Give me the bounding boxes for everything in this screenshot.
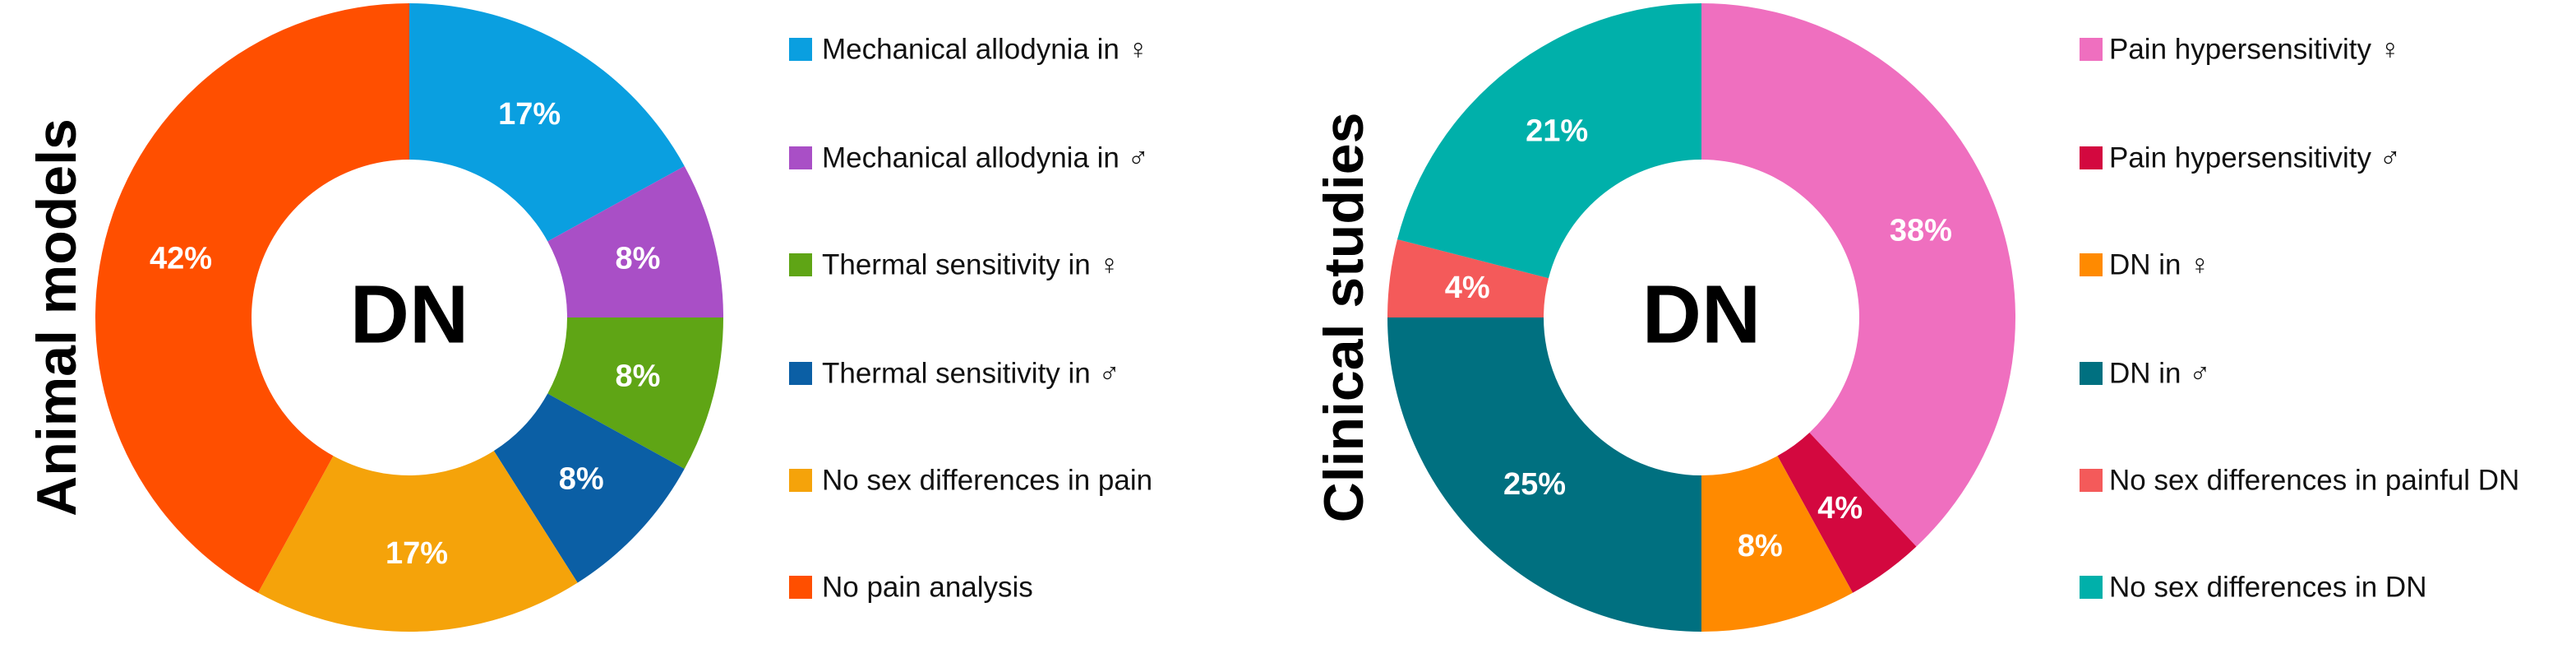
legend-label: Mechanical allodynia in ♂ xyxy=(822,141,1149,174)
slice-label: 8% xyxy=(1738,529,1783,563)
legend-swatch xyxy=(789,362,812,385)
slice xyxy=(547,317,723,470)
slice xyxy=(493,393,685,583)
legend-label: No sex differences in pain xyxy=(822,464,1152,496)
slice-label: 21% xyxy=(1526,114,1588,148)
slice xyxy=(257,451,578,632)
legend-label: No sex differences in DN xyxy=(2109,571,2426,603)
legend-label: Pain hypersensitivity ♀ xyxy=(2109,33,2401,65)
legend-swatch xyxy=(2080,38,2103,61)
legend-label: Pain hypersensitivity ♂ xyxy=(2109,141,2401,174)
slice xyxy=(1701,456,1854,632)
donut-chart: 38% Pain hypersensitivity ♀ 4% Pain hyperse… xyxy=(1313,3,2519,632)
slice-label: 4% xyxy=(1817,491,1863,526)
slice-label: 42% xyxy=(150,242,212,276)
legend-swatch xyxy=(789,38,812,61)
legend-swatch xyxy=(2080,146,2103,169)
chart-title: Animal models xyxy=(25,118,88,517)
legend-swatch xyxy=(2080,469,2103,492)
slice xyxy=(1701,3,2016,547)
slice-label: 17% xyxy=(385,536,448,571)
slice xyxy=(1397,3,1701,279)
donut-chart: 17% Mechanical allodynia in ♀ 8% Mechanical… xyxy=(25,3,1152,632)
center-label: DN xyxy=(1642,268,1761,360)
slice xyxy=(1387,239,1549,317)
slice-label: 8% xyxy=(559,461,604,496)
slice xyxy=(547,165,724,317)
slice xyxy=(95,3,409,593)
slice xyxy=(1777,432,1917,593)
legend-label: No pain analysis xyxy=(822,571,1033,603)
slice-label: 38% xyxy=(1890,213,1952,248)
legend-swatch xyxy=(2080,362,2103,385)
legend-swatch xyxy=(2080,576,2103,599)
legend-label: No sex differences in painful DN xyxy=(2109,464,2519,496)
slice-label: 8% xyxy=(616,359,661,393)
legend-swatch xyxy=(2080,253,2103,276)
legend-swatch xyxy=(789,469,812,492)
legend-label: Mechanical allodynia in ♀ xyxy=(822,33,1149,65)
legend-swatch xyxy=(789,253,812,276)
legend-label: DN in ♂ xyxy=(2109,357,2211,389)
slice xyxy=(1387,317,1701,632)
center-label: DN xyxy=(350,268,469,360)
slice-label: 17% xyxy=(498,97,561,132)
slice-label: 8% xyxy=(616,242,661,276)
legend-swatch xyxy=(789,146,812,169)
legend-label: DN in ♀ xyxy=(2109,248,2211,280)
slice-label: 4% xyxy=(1445,271,1490,305)
legend-label: Thermal sensitivity in ♂ xyxy=(822,357,1120,389)
legend-label: Thermal sensitivity in ♀ xyxy=(822,248,1120,280)
slice-label: 25% xyxy=(1503,467,1566,502)
legend-swatch xyxy=(789,576,812,599)
chart-title: Clinical studies xyxy=(1313,113,1375,523)
slice xyxy=(409,3,685,242)
